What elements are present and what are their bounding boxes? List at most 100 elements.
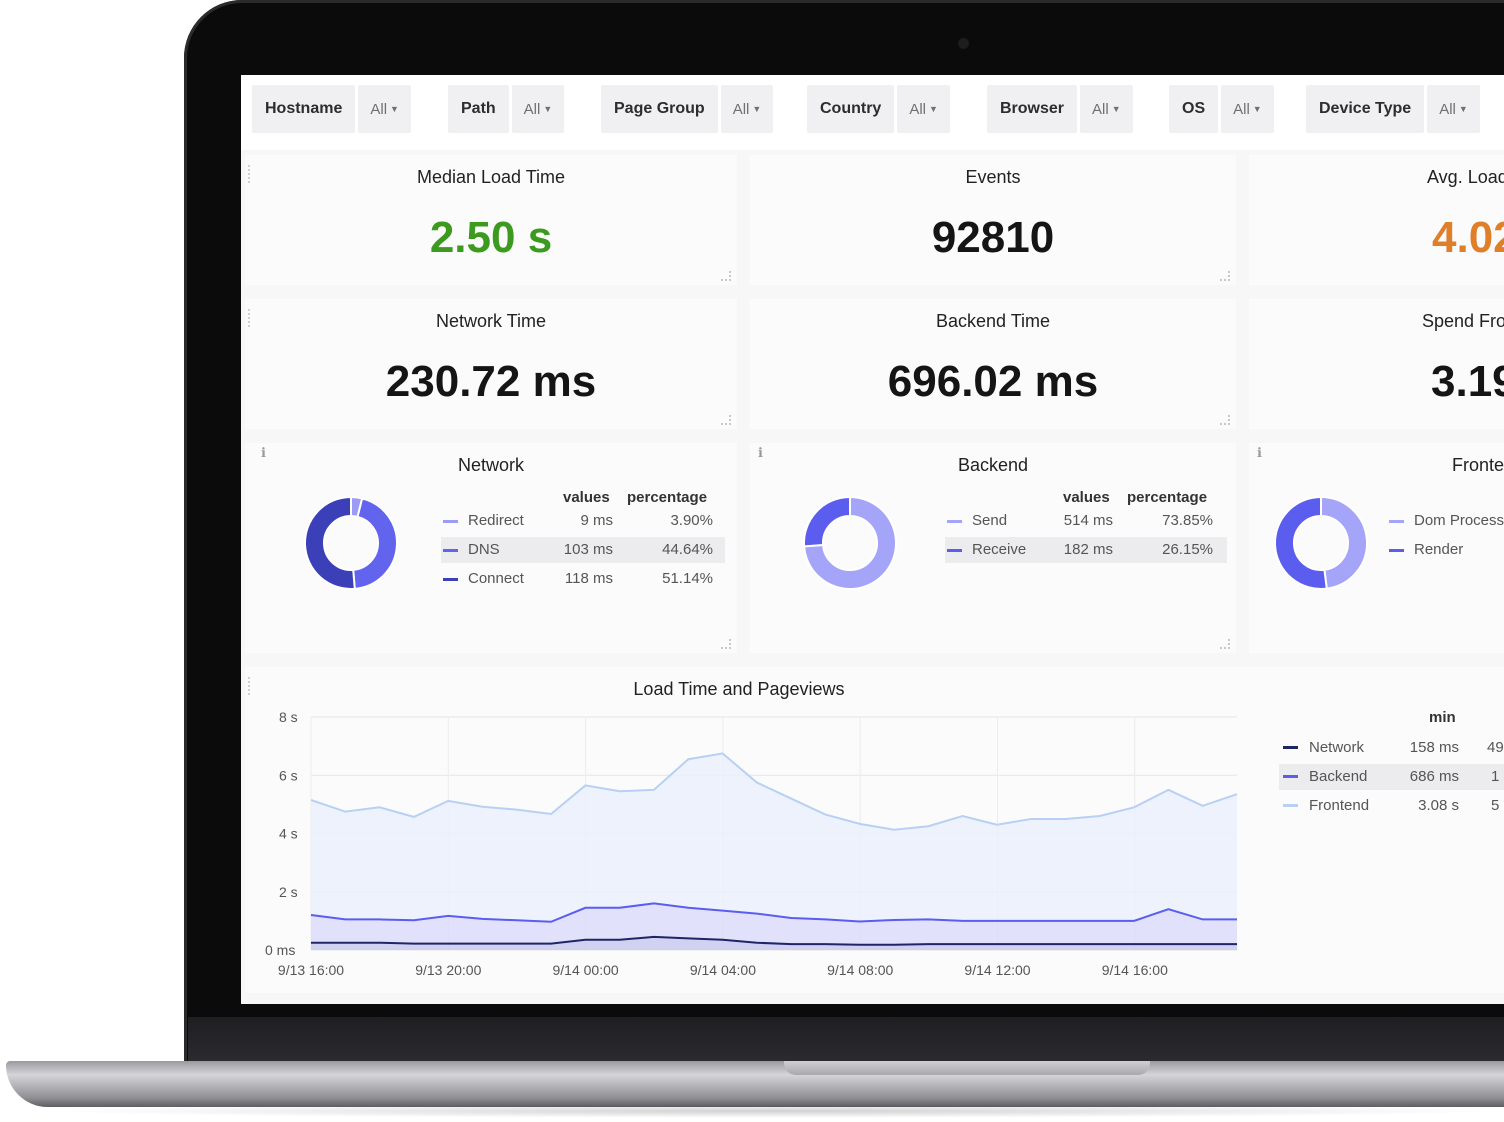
legend-row-frontend[interactable]: Frontend 3.08 s 5 — [1279, 793, 1504, 819]
y-tick-label: 8 s — [279, 709, 298, 725]
table-row[interactable]: Send 514 ms 73.85% — [945, 508, 1227, 534]
table-row[interactable]: Connect 118 ms 51.14% — [441, 566, 725, 592]
drag-handle-icon[interactable] — [248, 677, 252, 695]
series-line-frontend[interactable] — [310, 752, 1238, 831]
resize-handle-icon[interactable] — [721, 639, 731, 649]
y-tick-label: 6 s — [279, 767, 298, 783]
row-percentage: 44.64% — [662, 541, 713, 558]
series-area-network[interactable] — [311, 936, 1237, 950]
filter-device-type: Device Type All ▼ — [1306, 85, 1480, 133]
swatch-connect — [443, 578, 458, 581]
row-percentage: 73.85% — [1162, 512, 1213, 529]
info-icon[interactable]: ℹ — [261, 445, 266, 460]
row-label: Connect — [468, 570, 524, 587]
info-icon[interactable]: ℹ — [1257, 445, 1262, 460]
stat-panel-median-load: Median Load Time 2.50 s — [245, 155, 737, 285]
info-icon[interactable]: ℹ — [758, 445, 763, 460]
col-header-values: values — [1063, 489, 1110, 506]
legend-swatch — [1283, 775, 1298, 778]
series-area-frontend[interactable] — [311, 753, 1237, 922]
filter-value: All — [1439, 101, 1456, 118]
y-tick-label: 4 s — [279, 826, 298, 842]
swatch-receive — [947, 549, 962, 552]
donut-slices — [304, 495, 398, 590]
donut-slice[interactable] — [803, 495, 897, 590]
chart-title: Load Time and Pageviews — [633, 679, 845, 699]
filter-dropdown[interactable]: All ▼ — [358, 85, 411, 133]
donut-slice[interactable] — [1320, 495, 1368, 590]
table-row[interactable]: Receive 182 ms 26.15% — [945, 537, 1227, 563]
legend-row-network[interactable]: Network 158 ms 49 — [1279, 735, 1504, 761]
donut-slice[interactable] — [803, 495, 851, 548]
filter-dropdown[interactable]: All ▼ — [1221, 85, 1274, 133]
donut-slices — [1274, 495, 1368, 590]
panel-title: Avg. Load — [1427, 167, 1504, 187]
stat-panel-avg-load: Avg. Load 4.02 — [1249, 155, 1504, 285]
col-header-percentage: percentage — [1127, 489, 1208, 506]
row-label: DNS — [468, 541, 500, 558]
series-area-backend[interactable] — [311, 903, 1237, 945]
filter-dropdown[interactable]: All ▼ — [720, 85, 774, 133]
backend-breakdown-table: values percentage Send 514 ms 73.85% Rec… — [945, 489, 1235, 609]
donut-slice[interactable] — [352, 497, 398, 590]
row-value: 514 ms — [1063, 512, 1113, 529]
row-value: 103 ms — [563, 541, 613, 558]
filter-dropdown[interactable]: All ▼ — [1427, 85, 1480, 133]
stat-panel-events: Events 92810 — [750, 155, 1236, 285]
stat-value: 696.02 ms — [887, 357, 1099, 406]
legend-extra: 49 — [1487, 739, 1504, 756]
network-donut-chart — [304, 495, 398, 590]
donut-slice[interactable] — [1274, 495, 1328, 590]
drag-handle-icon[interactable] — [248, 165, 252, 183]
legend-min: 686 ms — [1409, 768, 1459, 785]
legend-row-backend[interactable]: Backend 686 ms 1 — [1279, 764, 1504, 790]
row-label: Redirect — [468, 512, 524, 529]
panel-title: Median Load Time — [416, 167, 566, 187]
dashboard-screen: Hostname All ▼ Path All ▼ Page Group All ▼ … — [241, 75, 1504, 1004]
row-label: Receive — [972, 541, 1027, 558]
legend-col-min: min — [1429, 709, 1456, 726]
row-percentage: 26.15% — [1162, 541, 1213, 558]
caret-down-icon: ▼ — [390, 104, 399, 114]
x-tick-label: 9/14 00:00 — [553, 962, 619, 978]
filter-path: Path All ▼ — [448, 85, 565, 133]
table-row[interactable]: DNS 103 ms 44.64% — [441, 537, 725, 563]
filter-dropdown[interactable]: All ▼ — [897, 85, 950, 133]
stat-value: 4.02 — [1432, 213, 1504, 262]
table-row[interactable]: Redirect 9 ms 3.90% — [441, 508, 725, 534]
frontend-breakdown-table: Dom Process Render — [1387, 489, 1504, 609]
filter-browser: Browser All ▼ — [987, 85, 1133, 133]
table-row[interactable]: Dom Process — [1387, 508, 1504, 534]
x-tick-label: 9/13 20:00 — [415, 962, 481, 978]
network-breakdown-table: values percentage Redirect 9 ms 3.90% DN… — [441, 489, 731, 609]
table-row[interactable]: Render — [1387, 537, 1504, 563]
swatch-dom-process — [1389, 520, 1404, 523]
donut-slice[interactable] — [304, 495, 356, 590]
col-header-values: values — [563, 489, 610, 506]
legend-label: Frontend — [1309, 797, 1370, 814]
y-tick-label: 0 ms — [265, 942, 295, 958]
panel-title: Network Time — [435, 311, 547, 331]
filter-label: Page Group — [601, 85, 718, 133]
stat-value: 92810 — [931, 213, 1055, 262]
filter-value: All — [523, 101, 541, 118]
resize-handle-icon[interactable] — [1220, 271, 1230, 281]
panel-title: Events — [965, 167, 1021, 187]
drag-handle-icon[interactable] — [248, 309, 252, 327]
resize-handle-icon[interactable] — [1220, 639, 1230, 649]
filter-label: Country — [807, 85, 895, 133]
row-percentage: 51.14% — [662, 570, 713, 587]
series-line-network[interactable] — [311, 935, 1237, 946]
resize-handle-icon[interactable] — [721, 415, 731, 425]
series-line-backend[interactable] — [310, 902, 1237, 923]
resize-handle-icon[interactable] — [721, 271, 731, 281]
filter-dropdown[interactable]: All ▼ — [511, 85, 565, 133]
row-value: 9 ms — [580, 512, 613, 529]
caret-down-icon: ▼ — [929, 104, 938, 114]
resize-handle-icon[interactable] — [1220, 415, 1230, 425]
panel-title: Backend — [957, 455, 1029, 475]
filter-dropdown[interactable]: All ▼ — [1080, 85, 1133, 133]
caret-down-icon: ▼ — [1252, 104, 1262, 114]
panel-title: Fronte — [1452, 455, 1504, 475]
stat-value: 2.50 s — [429, 213, 553, 262]
